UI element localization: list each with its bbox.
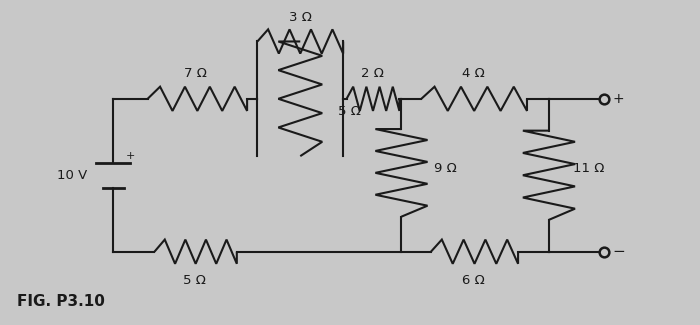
Text: −: − [612,244,625,259]
Text: 3 Ω: 3 Ω [289,11,312,24]
Text: 4 Ω: 4 Ω [462,67,485,80]
Text: 5 Ω: 5 Ω [183,274,206,287]
Text: 6 Ω: 6 Ω [462,274,485,287]
Text: 2 Ω: 2 Ω [361,67,384,80]
Text: 11 Ω: 11 Ω [573,162,604,176]
Text: FIG. P3.10: FIG. P3.10 [18,294,105,309]
Text: +: + [126,151,135,161]
Text: 10 V: 10 V [57,169,88,182]
Text: 7 Ω: 7 Ω [184,67,207,80]
Text: 9 Ω: 9 Ω [435,162,457,176]
Text: 5 Ω: 5 Ω [338,105,361,118]
Text: +: + [612,92,624,106]
